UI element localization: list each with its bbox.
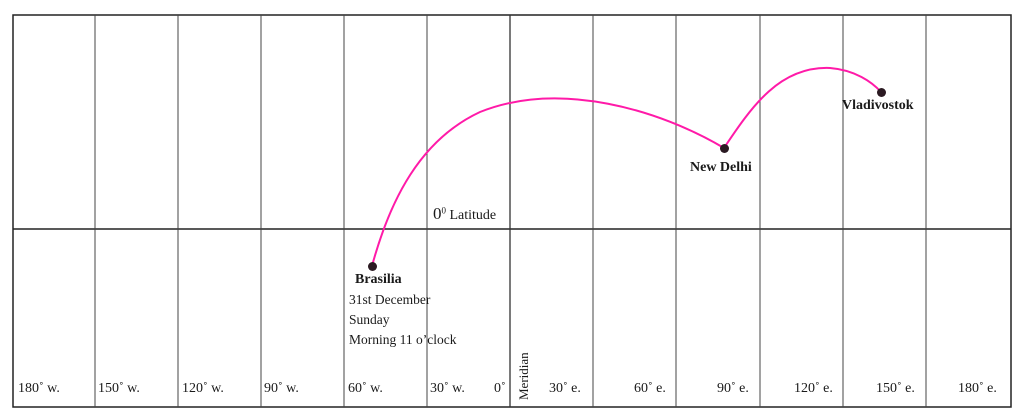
meridian-label: Meridian [516, 352, 531, 400]
equator-label-degree: 0 [441, 205, 447, 216]
longitude-label-60w: 60˚ w. [348, 381, 383, 396]
longitude-label-90w: 90˚ w. [264, 381, 299, 396]
longitude-label-90e: 90˚ e. [717, 381, 749, 396]
note-time: Morning 11 o’clock [349, 332, 457, 347]
equator-label-text: Latitude [449, 208, 497, 223]
longitude-label-60e: 60˚ e. [634, 381, 666, 396]
longitude-label-180w: 180˚ w. [18, 381, 60, 396]
longitude-label-120e: 120˚ e. [794, 381, 833, 396]
new-delhi-marker [720, 144, 729, 153]
longitude-label-150w: 150˚ w. [98, 381, 140, 396]
equator-label: 00 Latitude [433, 204, 496, 224]
vladivostok-marker [877, 88, 886, 97]
longitude-label-0: 0˚ [494, 381, 506, 396]
longitude-label-150e: 150˚ e. [876, 381, 915, 396]
route-curve [371, 66, 882, 267]
note-day: Sunday [349, 312, 390, 327]
longitude-label-180e: 180˚ e. [958, 381, 997, 396]
note-date: 31st December [349, 292, 431, 307]
longitude-label-30w: 30˚ w. [430, 381, 465, 396]
city-label-brasilia: Brasilia [355, 272, 402, 287]
map-frame [12, 14, 1012, 408]
longitude-label-120w: 120˚ w. [182, 381, 224, 396]
city-label-new-delhi: New Delhi [690, 160, 752, 175]
longitude-label-30e: 30˚ e. [549, 381, 581, 396]
brasilia-marker [368, 262, 377, 271]
city-label-vladivostok: Vladivostok [842, 98, 914, 113]
equator-label-number: 0 [433, 204, 442, 223]
